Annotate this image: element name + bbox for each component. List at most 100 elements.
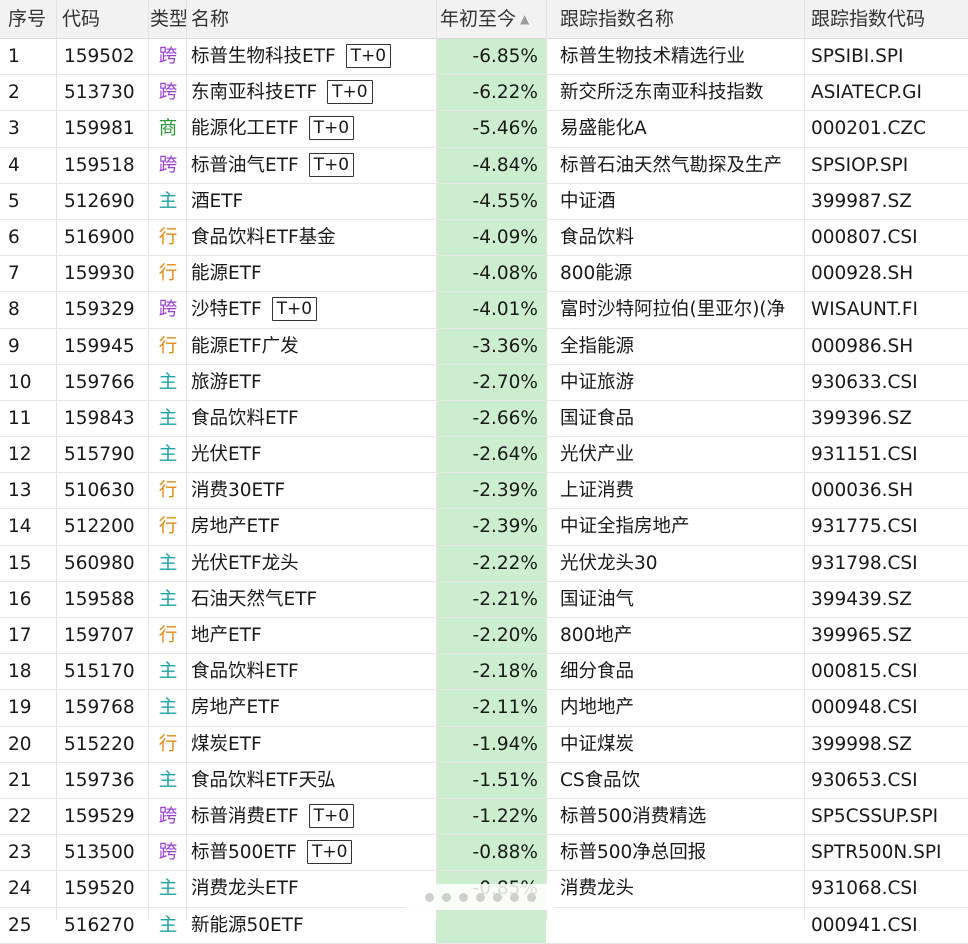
cell-name: 标普油气ETF T+0 bbox=[191, 148, 433, 183]
table-row[interactable]: 17 159707 行地产ETF -2.20% 800地产 399965.SZ bbox=[0, 618, 968, 655]
table-row[interactable]: 4 159518 跨标普油气ETF T+0 -4.84% 标普石油天然气勘探及生产 SPSI… bbox=[0, 147, 968, 184]
cell-ytd: -0.88% bbox=[436, 835, 546, 871]
table-row[interactable]: 23 513500 跨标普500ETF T+0 -0.88% 标普500净总回报 SPTR5… bbox=[0, 835, 968, 872]
table-row[interactable]: 10 159766 主旅游ETF -2.70% 中证旅游 930633.CSI bbox=[0, 364, 968, 401]
fund-name: 能源ETF广发 bbox=[191, 335, 299, 357]
table-row[interactable]: 20 515220 行煤炭ETF -1.94% 中证煤炭 399998.SZ bbox=[0, 726, 968, 763]
cell-no: 18 bbox=[8, 661, 32, 683]
cell-code: 159529 bbox=[64, 805, 135, 827]
cell-no: 23 bbox=[8, 842, 32, 864]
cell-index-code: 931775.CSI bbox=[811, 516, 918, 538]
table-row[interactable]: 21 159736 主食品饮料ETF天弘 -1.51% CS食品饮 930653.CSI bbox=[0, 762, 968, 799]
table-row[interactable]: 7 159930 行能源ETF -4.08% 800能源 000928.SH bbox=[0, 256, 968, 293]
table-row[interactable]: 14 512200 行房地产ETF -2.39% 中证全指房地产 931775.CSI bbox=[0, 509, 968, 546]
header-index-code[interactable]: 跟踪指数代码 bbox=[811, 8, 926, 30]
table-row[interactable]: 15 560980 主光伏ETF龙头 -2.22% 光伏龙头30 931798.CSI bbox=[0, 545, 968, 582]
table-row[interactable]: 1 159502 跨标普生物科技ETF T+0 -6.85% 标普生物技术精选行业 SPSI… bbox=[0, 39, 968, 76]
cell-index-name: 光伏龙头30 bbox=[560, 552, 658, 574]
header-index-name[interactable]: 跟踪指数名称 bbox=[560, 8, 675, 30]
header-name[interactable]: 名称 bbox=[191, 8, 230, 30]
cell-type: 主 bbox=[158, 190, 178, 212]
cell-index-code: 931151.CSI bbox=[811, 444, 918, 466]
cell-index-name: 中证酒 bbox=[560, 190, 616, 212]
cell-no: 5 bbox=[8, 190, 20, 212]
table-row[interactable]: 25 516270 主新能源50ETF 000941.CSI bbox=[0, 907, 968, 944]
cell-index-name bbox=[560, 908, 800, 943]
table-row[interactable]: 5 512690 主酒ETF -4.55% 中证酒 399987.SZ bbox=[0, 183, 968, 220]
cell-code: 515220 bbox=[64, 733, 135, 755]
fund-name: 能源化工ETF bbox=[191, 118, 299, 140]
table-row[interactable]: 2 513730 跨东南亚科技ETF T+0 -6.22% 新交所泛东南亚科技指数 ASIA… bbox=[0, 75, 968, 112]
table-row[interactable]: 11 159843 主食品饮料ETF -2.66% 国证食品 399396.SZ bbox=[0, 400, 968, 438]
cell-no: 14 bbox=[8, 516, 32, 538]
table-row[interactable]: 12 515790 主光伏ETF -2.64% 光伏产业 931151.CSI bbox=[0, 437, 968, 474]
table-row[interactable]: 18 515170 主食品饮料ETF -2.18% 细分食品 000815.CSI bbox=[0, 654, 968, 691]
cell-type: 行 bbox=[158, 335, 178, 357]
column-divider bbox=[186, 0, 187, 920]
table-row[interactable]: 6 516900 行食品饮料ETF基金 -4.09% 食品饮料 000807.CSI bbox=[0, 219, 968, 257]
cell-code: 560980 bbox=[64, 552, 135, 574]
cell-index-code: 000815.CSI bbox=[811, 661, 918, 683]
cell-code: 159329 bbox=[64, 299, 135, 321]
cell-index-name: 标普500消费精选 bbox=[560, 805, 707, 827]
cell-type: 主 bbox=[158, 878, 178, 900]
cell-code: 159707 bbox=[64, 625, 135, 646]
cell-ytd: -4.09% bbox=[436, 219, 546, 256]
header-ytd[interactable]: 年初至今 ▲ bbox=[436, 0, 546, 38]
cell-index-code: 931068.CSI bbox=[811, 878, 918, 900]
cell-index-code: 399998.SZ bbox=[811, 733, 912, 755]
cell-ytd: -4.84% bbox=[436, 147, 546, 183]
cell-index-name: 食品饮料 bbox=[560, 226, 635, 248]
cell-type: 主 bbox=[158, 914, 178, 936]
cell-type: 主 bbox=[158, 697, 178, 719]
cell-index-code: SPSIOP.SPI bbox=[811, 154, 909, 176]
cell-name: 煤炭ETF bbox=[191, 727, 433, 762]
t-plus-0-badge: T+0 bbox=[345, 44, 392, 68]
table-row[interactable]: 9 159945 行能源ETF广发 -3.36% 全指能源 000986.SH bbox=[0, 328, 968, 365]
cell-code: 513500 bbox=[64, 842, 135, 864]
sort-descending-icon: ▲ bbox=[520, 12, 530, 26]
cell-index-code: 000928.SH bbox=[811, 263, 914, 285]
fund-name: 东南亚科技ETF bbox=[191, 82, 318, 104]
table-row[interactable]: 3 159981 商能源化工ETF T+0 -5.46% 易盛能化A 000201.CZC bbox=[0, 111, 968, 148]
t-plus-0-badge: T+0 bbox=[327, 80, 373, 105]
cell-no: 8 bbox=[8, 299, 20, 321]
cell-no: 13 bbox=[8, 480, 32, 502]
header-code[interactable]: 代码 bbox=[62, 8, 101, 30]
cell-name: 地产ETF bbox=[191, 618, 433, 653]
cell-ytd: -2.66% bbox=[436, 400, 546, 437]
cell-type: 行 bbox=[158, 480, 178, 502]
fund-name: 消费30ETF bbox=[191, 480, 286, 502]
cell-index-code: 000036.SH bbox=[811, 480, 914, 502]
table-row[interactable]: 22 159529 跨标普消费ETF T+0 -1.22% 标普500消费精选 SP5CSS… bbox=[0, 798, 968, 836]
table-row[interactable]: 19 159768 主房地产ETF -2.11% 内地地产 000948.CSI bbox=[0, 690, 968, 727]
column-divider bbox=[546, 0, 547, 920]
cell-no: 7 bbox=[8, 263, 20, 285]
cell-index-code: 930633.CSI bbox=[811, 371, 918, 393]
cell-ytd: -6.85% bbox=[436, 39, 546, 75]
table-row[interactable]: 13 510630 行消费30ETF -2.39% 上证消费 000036.SH bbox=[0, 473, 968, 510]
cell-name: 光伏ETF龙头 bbox=[191, 546, 433, 581]
fund-name: 能源ETF bbox=[191, 263, 262, 285]
cell-ytd: -1.22% bbox=[436, 798, 546, 835]
cell-index-name: 上证消费 bbox=[560, 480, 635, 502]
cell-type: 主 bbox=[158, 661, 178, 683]
cell-index-name: 内地地产 bbox=[560, 697, 635, 719]
header-no[interactable]: 序号 bbox=[8, 8, 47, 30]
table-row[interactable]: 8 159329 跨沙特ETF T+0 -4.01% 富时沙特阿拉伯(里亚尔)(净 WISA… bbox=[0, 292, 968, 329]
fund-name: 沙特ETF bbox=[191, 299, 262, 321]
cell-no: 10 bbox=[8, 371, 32, 393]
cell-code: 512690 bbox=[64, 190, 135, 212]
cell-code: 515170 bbox=[64, 661, 135, 683]
t-plus-0-badge: T+0 bbox=[308, 152, 355, 177]
header-type[interactable]: 类型 bbox=[150, 8, 189, 30]
cell-code: 159736 bbox=[64, 769, 135, 791]
cell-name: 能源ETF广发 bbox=[191, 329, 433, 364]
column-divider bbox=[804, 0, 805, 920]
fund-name: 光伏ETF bbox=[191, 444, 262, 466]
cell-name: 食品饮料ETF bbox=[191, 654, 433, 689]
table-row[interactable]: 16 159588 主石油天然气ETF -2.21% 国证油气 399439.SZ bbox=[0, 581, 968, 618]
fund-name: 标普500ETF bbox=[191, 842, 297, 864]
cell-ytd: -2.39% bbox=[436, 509, 546, 545]
dot-icon bbox=[458, 892, 468, 902]
